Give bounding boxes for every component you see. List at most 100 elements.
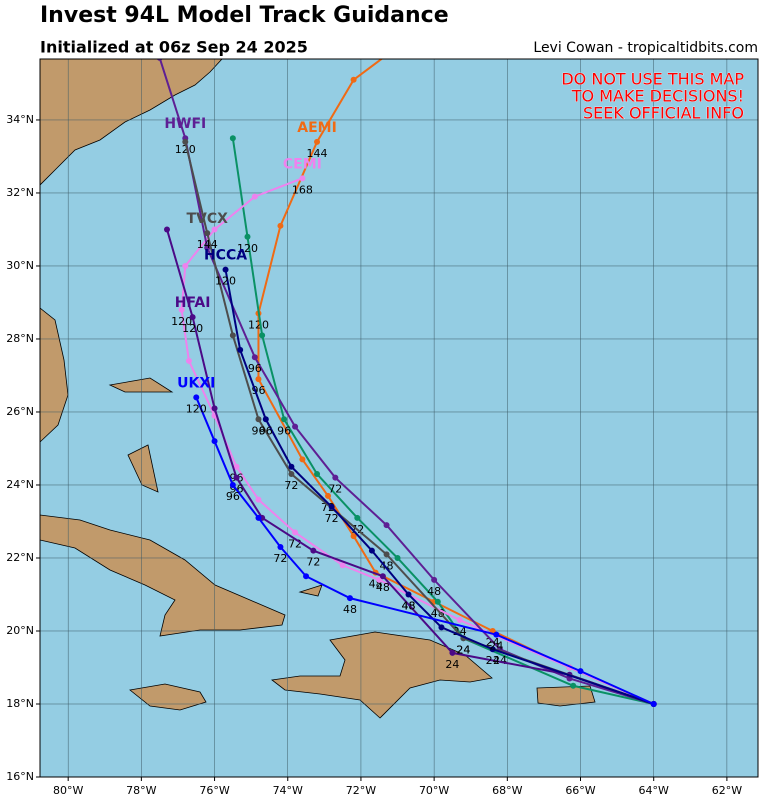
hour-label: 72 — [273, 552, 287, 565]
track-point — [255, 496, 262, 503]
warning-line: TO MAKE DECISIONS! — [571, 87, 744, 106]
track-point — [255, 416, 262, 423]
track-line — [224, 269, 655, 705]
track-point — [456, 617, 463, 624]
y-tick-label: 24°N — [6, 478, 34, 491]
y-tick-label: 32°N — [6, 186, 34, 199]
track-point — [288, 463, 295, 470]
hour-label: 48 — [402, 599, 416, 612]
track-point — [251, 354, 258, 361]
track-point — [346, 595, 353, 602]
track-point — [292, 423, 299, 430]
track-point — [277, 544, 284, 551]
hour-label: 72 — [306, 556, 320, 569]
x-tick-label: 80°W — [53, 784, 83, 797]
track-point — [314, 471, 321, 478]
hour-label: 120 — [182, 322, 203, 335]
track-point — [229, 332, 236, 339]
x-tick-label: 74°W — [273, 784, 303, 797]
y-tick-label: 30°N — [6, 259, 34, 272]
warning-line: DO NOT USE THIS MAP — [561, 70, 744, 89]
track-point — [350, 76, 357, 83]
track-point — [163, 226, 170, 233]
track-point — [288, 471, 295, 478]
track-point — [281, 416, 288, 423]
track-point — [237, 346, 244, 353]
track-point — [489, 646, 496, 653]
track-line — [257, 59, 655, 705]
x-tick-label: 72°W — [346, 784, 376, 797]
track-point — [262, 416, 269, 423]
track-point — [251, 193, 258, 200]
track-point — [493, 631, 500, 638]
tracks: 24 48 72 96 120 144 AEMI 24 48 72 96 120 24 48 72 96 120… — [156, 44, 657, 707]
y-tick-label: 18°N — [6, 697, 34, 710]
track-point — [577, 668, 584, 675]
hour-label: 72 — [325, 512, 339, 525]
hour-label: 120 — [248, 318, 269, 331]
hour-label: 72 — [328, 483, 342, 496]
x-tick-label: 62°W — [712, 784, 742, 797]
x-tick-label: 70°W — [419, 784, 449, 797]
hour-label: 96 — [226, 490, 240, 503]
hour-label: 120 — [171, 315, 192, 328]
hour-label: 120 — [175, 143, 196, 156]
track-point — [182, 262, 189, 269]
track-point — [255, 376, 262, 383]
track-point — [233, 463, 240, 470]
hour-label: 24 — [489, 640, 503, 653]
hour-label: 72 — [284, 479, 298, 492]
model-name: TVCX — [187, 211, 229, 227]
hour-label: 120 — [215, 275, 236, 288]
y-tick-label: 34°N — [6, 113, 34, 126]
track-point — [431, 576, 438, 583]
track-point — [354, 514, 361, 521]
model-name: CEMI — [283, 156, 322, 172]
track-line — [166, 229, 655, 705]
track-point — [299, 456, 306, 463]
track-point — [229, 481, 236, 488]
hour-label: 24 — [456, 643, 470, 656]
hour-label: 144 — [307, 147, 328, 160]
model-name: HFAI — [175, 295, 211, 311]
track-point — [244, 233, 251, 240]
hour-label: 48 — [427, 585, 441, 598]
track-point — [193, 394, 200, 401]
track-point — [211, 438, 218, 445]
x-tick-label: 68°W — [492, 784, 522, 797]
track-point — [204, 230, 211, 237]
track-point — [395, 44, 401, 50]
hour-label: 120 — [237, 242, 258, 255]
y-tick-label: 22°N — [6, 551, 34, 564]
hour-label: 24 — [493, 654, 507, 667]
track-point — [211, 226, 218, 233]
track-point — [299, 175, 306, 182]
hour-label: 144 — [197, 238, 218, 251]
track-point — [325, 492, 332, 499]
track-point — [394, 554, 401, 561]
y-tick-label: 28°N — [6, 332, 34, 345]
track-point — [189, 314, 196, 321]
track-point — [292, 529, 299, 536]
track-point — [438, 624, 445, 631]
track-point — [211, 405, 218, 412]
hour-label: 120 — [186, 402, 207, 415]
y-tick-label: 16°N — [6, 770, 34, 783]
hour-label: 24 — [453, 625, 467, 638]
track-line — [195, 396, 655, 705]
x-tick-label: 66°W — [565, 784, 595, 797]
track-point — [332, 474, 339, 481]
x-tick-label: 78°W — [126, 784, 156, 797]
track-point — [339, 562, 346, 569]
track-point — [379, 573, 386, 580]
track-point — [650, 700, 657, 707]
track-point — [178, 306, 185, 313]
hour-label: 96 — [277, 424, 291, 437]
plot-frame — [39, 58, 759, 778]
warning-line: SEEK OFFICIAL INFO — [583, 104, 744, 123]
x-tick-label: 76°W — [199, 784, 229, 797]
track-point — [328, 503, 335, 510]
hour-label: 48 — [376, 581, 390, 594]
